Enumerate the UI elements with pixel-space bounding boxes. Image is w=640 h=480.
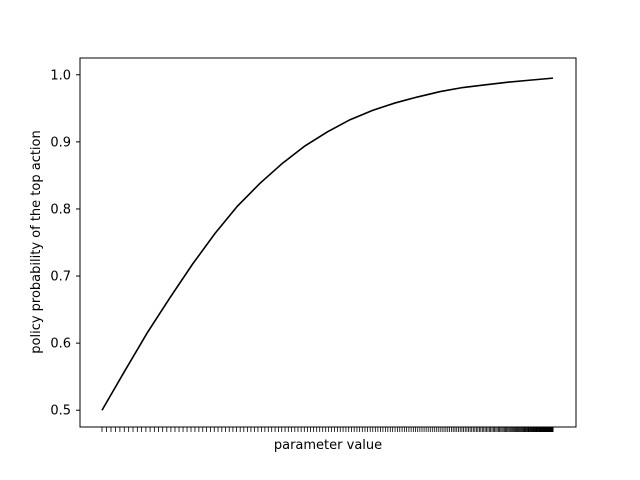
y-tick-label: 0.8 bbox=[50, 202, 71, 217]
y-tick-label: 1.0 bbox=[50, 68, 71, 83]
y-tick-label: 0.5 bbox=[50, 404, 71, 419]
plot-area bbox=[79, 57, 577, 428]
y-tick-label: 0.6 bbox=[50, 337, 71, 352]
y-axis-ticks: 0.5 0.6 0.7 0.8 0.9 1.0 bbox=[50, 68, 80, 419]
y-tick-label: 0.7 bbox=[50, 270, 71, 285]
y-tick-label: 0.9 bbox=[50, 135, 71, 150]
series-line bbox=[101, 77, 554, 411]
y-axis-label: policy probability of the top action bbox=[29, 130, 44, 353]
x-axis-label: parameter value bbox=[274, 438, 382, 453]
x-axis-ticks bbox=[101, 427, 554, 432]
